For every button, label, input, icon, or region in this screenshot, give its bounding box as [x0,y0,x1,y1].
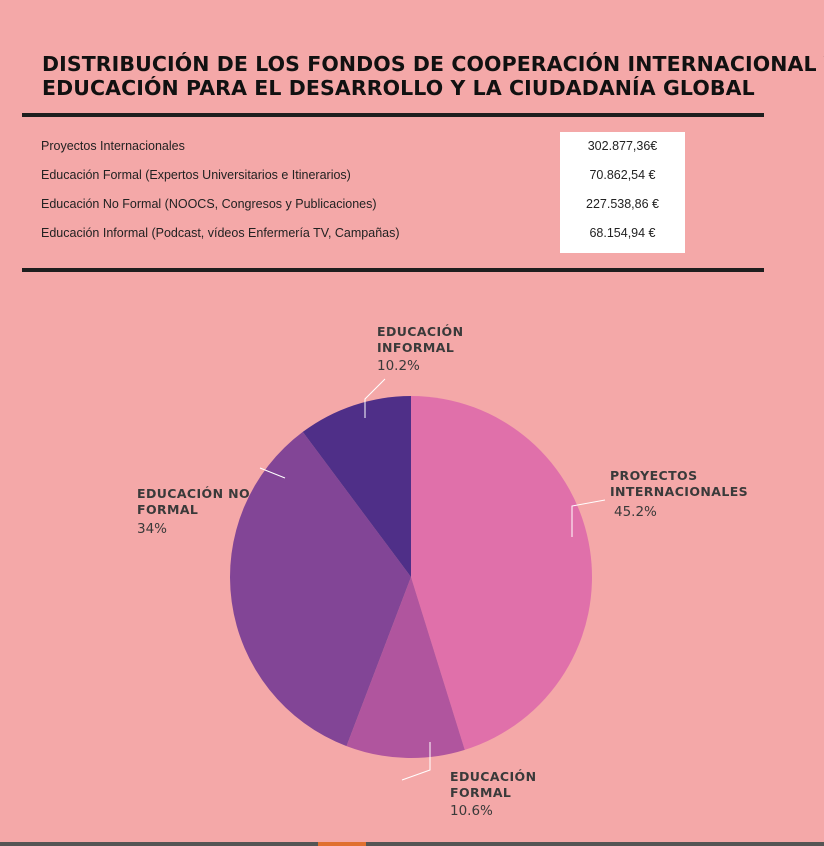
value-column-box [560,132,685,253]
slice-pct-formal: 10.6% [450,803,493,819]
leader-line-informal [364,378,386,418]
slice-label-informal: EDUCACIÓN INFORMAL [377,324,463,356]
slice-informal [302,396,411,577]
row-label: Educación No Formal (NOOCS, Congresos y … [41,197,377,211]
slice-formal [346,577,465,758]
slice-label-line: FORMAL [137,502,199,517]
row-value: 68.154,94 € [589,226,656,240]
top-divider [22,113,764,117]
slice-label-line: EDUCACIÓN [450,769,537,784]
chart-title-line-2: EDUCACIÓN PARA EL DESARROLLO Y LA CIUDAD… [42,76,755,100]
slice-label-line: EDUCACIÓN [377,324,464,339]
leader-line-formal [401,742,431,781]
row-label: Proyectos Internacionales [41,139,185,153]
chart-title-line-1: DISTRIBUCIÓN DE LOS FONDOS DE COOPERACIÓ… [42,52,824,76]
slice-label-proyectos: PROYECTOS INTERNACIONALES [610,468,748,500]
slice-label-formal: EDUCACIÓN FORMAL [450,769,536,801]
chart-title: DISTRIBUCIÓN DE LOS FONDOS DE COOPERACIÓ… [42,52,824,100]
row-value: 227.538,86 € [586,197,659,211]
table-row: Educación No Formal (NOOCS, Congresos y … [0,190,824,219]
leader-line-proyectos [571,499,606,537]
slice-pct-no-formal: 34% [137,521,168,537]
slice-label-line: INFORMAL [377,340,455,355]
table-row: Educación Informal (Podcast, vídeos Enfe… [0,219,824,248]
row-label: Educación Formal (Expertos Universitario… [41,168,351,182]
slice-pct-proyectos: 45.2% [614,504,657,520]
slice-label-line: FORMAL [450,785,512,800]
slice-proyectos [411,396,592,750]
table-row: Educación Formal (Expertos Universitario… [0,161,824,190]
footer-bar [0,842,824,846]
row-label: Educación Informal (Podcast, vídeos Enfe… [41,226,400,240]
slice-no-formal [230,431,411,747]
slice-label-line: EDUCACIÓN NO [137,486,251,501]
slice-label-no-formal: EDUCACIÓN NO FORMAL [137,486,250,518]
leader-line-no-formal [259,467,286,479]
slice-pct-informal: 10.2% [377,358,420,374]
footer-accent [318,842,366,846]
bottom-divider [22,268,764,272]
table-row: Proyectos Internacionales 302.877,36€ [0,132,824,161]
row-value: 302.877,36€ [587,139,658,153]
row-value: 70.862,54 € [589,168,656,182]
slice-label-line: INTERNACIONALES [610,484,749,499]
slice-label-line: PROYECTOS [610,468,698,483]
